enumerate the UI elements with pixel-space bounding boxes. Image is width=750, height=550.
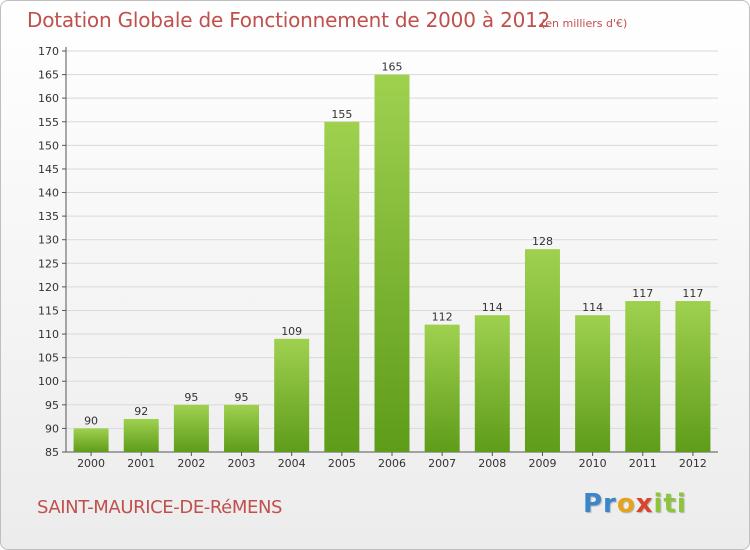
x-tick-label: 2004 xyxy=(278,457,306,470)
y-tick-label: 150 xyxy=(38,139,59,152)
x-tick-labels: 2000 2001 2002 2003 2004 2005 2006 2007 2008 2009… xyxy=(77,457,707,470)
y-tick-label: 110 xyxy=(38,328,59,341)
value-label: 117 xyxy=(682,287,703,300)
value-label: 117 xyxy=(632,287,653,300)
value-label: 92 xyxy=(134,405,148,418)
x-tick-label: 2000 xyxy=(77,457,105,470)
x-tick-label: 2011 xyxy=(629,457,657,470)
chart-subtitle: (en milliers d'€) xyxy=(541,17,628,30)
y-tick-label: 170 xyxy=(38,45,59,58)
x-tick-label: 2001 xyxy=(127,457,155,470)
value-label: 112 xyxy=(432,311,453,324)
x-tick-label: 2007 xyxy=(428,457,456,470)
x-tick-label: 2006 xyxy=(378,457,406,470)
bar-2008 xyxy=(474,315,510,452)
bar-2003 xyxy=(224,404,260,452)
x-tick-label: 2012 xyxy=(679,457,707,470)
city-name: SAINT-MAURICE-DE-RéMENS xyxy=(37,497,283,518)
value-label: 155 xyxy=(331,108,352,121)
y-tick-label: 85 xyxy=(45,446,59,459)
y-tick-label: 145 xyxy=(38,163,59,176)
value-label: 95 xyxy=(235,391,249,404)
value-label: 109 xyxy=(281,325,302,338)
y-tick-label: 165 xyxy=(38,69,59,82)
bar-2009 xyxy=(524,249,560,452)
y-tick-label: 135 xyxy=(38,210,59,223)
y-tick-label: 100 xyxy=(38,375,59,388)
bar-2010 xyxy=(575,315,611,452)
value-label: 128 xyxy=(532,235,553,248)
chart-title: Dotation Globale de Fonctionnement de 20… xyxy=(27,8,551,32)
proxiti-logo[interactable]: Proxiti xyxy=(583,489,687,519)
bar-2001 xyxy=(123,418,159,452)
bar-2006 xyxy=(374,74,410,453)
y-tick-label: 120 xyxy=(38,281,59,294)
y-tick-label: 90 xyxy=(45,422,59,435)
x-tick-label: 2010 xyxy=(579,457,607,470)
bar-2007 xyxy=(424,324,460,452)
y-tick-label: 95 xyxy=(45,399,59,412)
bar-2011 xyxy=(625,301,661,452)
x-tick-label: 2005 xyxy=(328,457,356,470)
x-tick-label: 2008 xyxy=(478,457,506,470)
y-tick-labels: 85 90 95 100 105 110 115 120 125 130 135 140 145 150 1… xyxy=(38,45,59,459)
y-tick-label: 160 xyxy=(38,92,59,105)
value-label: 165 xyxy=(382,61,403,74)
value-label: 90 xyxy=(84,414,98,427)
y-tick-label: 125 xyxy=(38,257,59,270)
y-tick-label: 105 xyxy=(38,352,59,365)
x-tick-label: 2002 xyxy=(177,457,205,470)
data-labels: 90 92 95 95 109 155 165 112 114 128 114 117 117 xyxy=(84,61,703,428)
y-tick-label: 130 xyxy=(38,234,59,247)
value-label: 114 xyxy=(482,301,503,314)
x-tick-label: 2009 xyxy=(528,457,556,470)
y-tick-label: 155 xyxy=(38,116,59,129)
bar-2000 xyxy=(73,428,109,452)
value-label: 95 xyxy=(184,391,198,404)
bar-2002 xyxy=(173,404,209,452)
bar-2004 xyxy=(274,338,310,452)
y-tick-label: 140 xyxy=(38,187,59,200)
bar-2012 xyxy=(675,301,711,452)
value-label: 114 xyxy=(582,301,603,314)
bars xyxy=(73,74,711,453)
bar-2005 xyxy=(324,121,360,452)
x-tick-label: 2003 xyxy=(228,457,256,470)
y-tick-label: 115 xyxy=(38,304,59,317)
